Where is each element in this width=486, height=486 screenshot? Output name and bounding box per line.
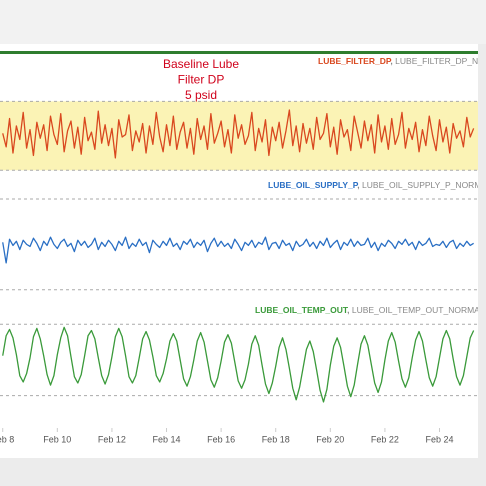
x-tick-label: Feb 12: [98, 434, 126, 444]
legend-series[interactable]: LUBE_FILTER_DP: [318, 56, 392, 66]
series-line: [2, 109, 475, 159]
annotation: 5 psid: [185, 88, 217, 102]
series-line: [2, 326, 475, 403]
legend: LUBE_OIL_TEMP_OUT, LUBE_OIL_TEMP_OUT_NOR…: [255, 305, 486, 315]
x-tick-label: Feb 14: [153, 434, 181, 444]
x-tick-label: Feb 16: [207, 434, 235, 444]
legend-normal[interactable]: LUBE_OIL_SUPPLY_P_NORMAL_: [362, 180, 486, 190]
x-tick-label: Feb 10: [43, 434, 71, 444]
legend: LUBE_OIL_SUPPLY_P, LUBE_OIL_SUPPLY_P_NOR…: [268, 180, 486, 190]
plot-area: LUBE_FILTER_DP, LUBE_FILTER_DP_NORMAL_LU…: [0, 56, 486, 403]
annotation: Filter DP: [178, 73, 225, 87]
legend-normal[interactable]: LUBE_OIL_TEMP_OUT_NORMAL_L: [352, 305, 486, 315]
x-tick-label: Feb 18: [262, 434, 290, 444]
legend-separator: ,: [357, 180, 362, 190]
legend-series[interactable]: LUBE_OIL_SUPPLY_P: [268, 180, 359, 190]
x-tick-label: Feb 8: [0, 434, 14, 444]
x-tick-label: Feb 24: [425, 434, 453, 444]
legend-separator: ,: [390, 56, 395, 66]
legend-normal[interactable]: LUBE_FILTER_DP_NORMAL_: [395, 56, 486, 66]
legend: LUBE_FILTER_DP, LUBE_FILTER_DP_NORMAL_: [318, 56, 486, 66]
range-indicator: [0, 51, 478, 54]
x-tick-label: Feb 22: [371, 434, 399, 444]
top-bar: [0, 0, 486, 44]
legend-series[interactable]: LUBE_OIL_TEMP_OUT: [255, 305, 349, 315]
x-tick-label: Feb 20: [316, 434, 344, 444]
series-line: [2, 236, 474, 264]
legend-separator: ,: [347, 305, 352, 315]
annotation: Baseline Lube: [163, 57, 239, 71]
